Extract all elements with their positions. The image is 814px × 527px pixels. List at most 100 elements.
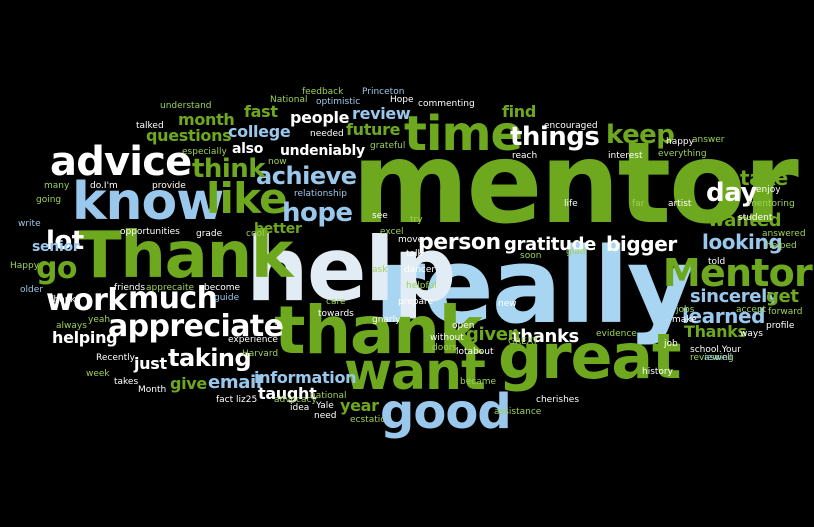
- word-month: Month: [138, 385, 167, 395]
- word-sincerely: sincerely: [690, 286, 779, 307]
- word-helped: helped: [766, 241, 797, 251]
- word-friends: friends: [114, 283, 146, 293]
- word-think: think: [192, 154, 266, 184]
- word-going: going: [36, 195, 62, 205]
- word-job: job: [664, 339, 678, 349]
- word-thank: thank: [274, 292, 483, 369]
- word-cherishes: cherishes: [536, 395, 580, 405]
- word-see: see: [372, 211, 388, 221]
- word-bigger: bigger: [606, 232, 677, 256]
- word-opportunities: opportunities: [120, 227, 180, 237]
- word-especially: especially: [182, 147, 227, 157]
- word-grade: grade: [196, 229, 223, 239]
- word-mentoring: mentoring: [748, 199, 795, 209]
- word-thanks: Thanks: [684, 322, 747, 341]
- word-life: life: [564, 199, 578, 209]
- word-questions: questions: [146, 126, 232, 145]
- word-aswell: aswell: [704, 353, 733, 363]
- word-reviewing: reviewing: [690, 353, 734, 363]
- word-relationship: relationship: [294, 189, 347, 199]
- word-doors: doors: [432, 343, 458, 353]
- word-forward: forward: [768, 307, 803, 317]
- word-year: year: [340, 396, 379, 415]
- word-senior: senior: [32, 239, 80, 255]
- word-much: much: [128, 281, 218, 316]
- word-undeniably: undeniably: [280, 143, 365, 159]
- word-national: national: [310, 391, 347, 401]
- word-great: great: [498, 320, 682, 393]
- word-always: always: [56, 321, 87, 331]
- word-go: go: [36, 251, 77, 286]
- word-keep: keep: [606, 120, 675, 150]
- word-like: like: [206, 174, 288, 223]
- word-national: National: [270, 95, 308, 105]
- word-princeton: Princeton: [362, 87, 405, 97]
- word-optimistic: optimistic: [316, 97, 361, 107]
- word-answered: answered: [762, 229, 806, 239]
- word-now: now: [268, 157, 287, 167]
- word-really: really: [374, 225, 695, 347]
- word-work: work: [46, 283, 127, 318]
- word-person: person: [418, 230, 501, 255]
- word-harvard: Harvard: [242, 349, 279, 359]
- word-mentor: Mentor: [662, 251, 813, 295]
- word-better: better: [254, 221, 302, 237]
- word-yale: Yale: [316, 401, 334, 411]
- word-liz25: liz25: [236, 395, 258, 405]
- word-everything: everything: [658, 149, 707, 159]
- word-reach: reach: [512, 151, 538, 161]
- word-fast: fast: [244, 102, 278, 121]
- word-thanks_small: Thanks: [48, 295, 81, 305]
- word-taking: taking: [168, 344, 252, 372]
- word-far: far: [632, 199, 645, 209]
- word-idea: idea: [290, 403, 310, 413]
- word-encouraged: encouraged: [544, 121, 598, 131]
- word-doim: do.I'm: [90, 181, 118, 191]
- word-move: move: [398, 235, 424, 245]
- word-student: student: [738, 213, 773, 223]
- word-help: help: [246, 218, 456, 321]
- word-many: many: [44, 181, 70, 191]
- word-take: take: [740, 166, 788, 190]
- word-college: college: [228, 122, 291, 141]
- word-history: history: [642, 367, 673, 377]
- word-cool: cool: [246, 229, 265, 239]
- word-schoolyour: school.Your: [690, 345, 741, 355]
- word-new: new: [498, 299, 517, 309]
- word-hope: hope: [282, 198, 353, 228]
- word-apprecaite: apprecaite: [146, 283, 195, 293]
- word-review: review: [352, 104, 411, 123]
- word-write: write: [18, 219, 41, 229]
- word-mentor: mentor: [352, 119, 799, 249]
- word-soon: soon: [520, 251, 542, 261]
- word-assistance: assistance: [494, 407, 542, 417]
- word-provide: provide: [152, 181, 186, 191]
- word-needed: needed: [310, 129, 344, 139]
- word-people: people: [290, 108, 350, 127]
- word-older: older: [20, 285, 43, 295]
- word-future: future: [346, 120, 401, 139]
- word-talked: talked: [136, 121, 164, 131]
- word-get: get: [766, 286, 799, 307]
- word-lot: lot: [46, 226, 84, 256]
- word-achieve: achieve: [256, 162, 357, 190]
- word-month: month: [178, 110, 235, 129]
- word-care: care: [326, 297, 346, 307]
- word-also: also: [232, 141, 264, 157]
- word-good: good: [380, 384, 512, 440]
- word-answer: answer: [692, 135, 725, 145]
- word-information: information: [254, 368, 357, 387]
- word-advocacy: advocacy: [274, 395, 317, 405]
- word-understand: understand: [160, 101, 212, 111]
- word-try: try: [410, 215, 423, 225]
- word-looking: looking: [702, 230, 783, 254]
- word-just: just: [134, 354, 167, 373]
- word-give: give: [170, 374, 207, 393]
- word-excel: excel: [380, 227, 404, 237]
- word-interest: interest: [608, 151, 643, 161]
- word-need: need: [314, 411, 337, 421]
- word-dancer: dancer: [404, 265, 436, 275]
- word-wanted: wanted: [708, 210, 782, 231]
- word-thanks: thanks: [512, 326, 579, 347]
